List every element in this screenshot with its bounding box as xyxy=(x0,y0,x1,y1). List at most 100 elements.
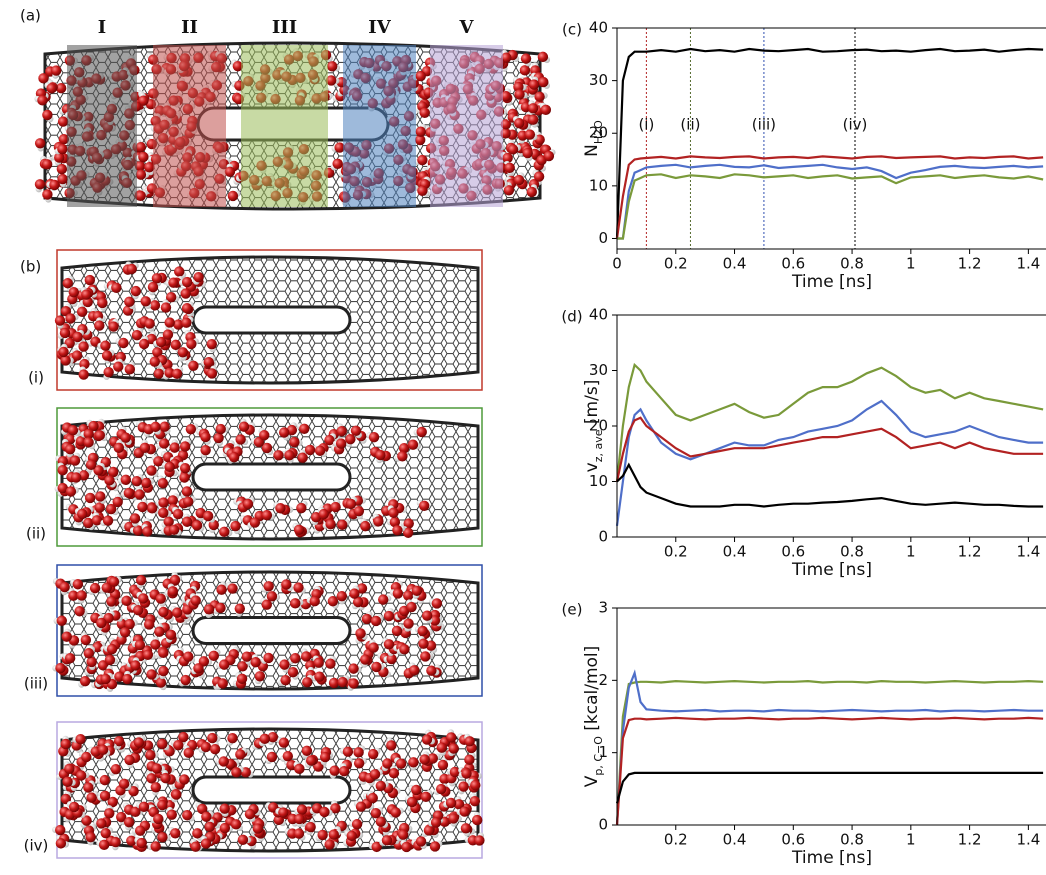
oxygen xyxy=(174,266,185,277)
chart: (c) 0 10 20 30 40 0 0.2 0.4 0.6 0.8 1 1.2 1.4 Time [ns… xyxy=(562,19,1046,292)
oxygen xyxy=(75,734,86,745)
oxygen xyxy=(369,769,381,780)
oxygen xyxy=(186,338,197,350)
oxygen xyxy=(206,368,218,379)
oxygen xyxy=(110,763,122,775)
oxygen xyxy=(62,278,73,289)
oxygen xyxy=(259,430,270,441)
oxygen xyxy=(144,318,155,329)
oxygen xyxy=(281,579,292,590)
oxygen xyxy=(273,450,284,461)
oxygen xyxy=(314,445,326,456)
oxygen xyxy=(72,331,83,343)
oxygen xyxy=(279,659,290,670)
oxygen xyxy=(179,774,190,785)
oxygen xyxy=(317,829,328,841)
x-tick-label: 0.8 xyxy=(840,543,864,561)
oxygen xyxy=(528,79,540,90)
oxygen xyxy=(302,676,313,688)
oxygen xyxy=(330,803,341,814)
x-tick-label: 1 xyxy=(906,543,916,561)
oxygen xyxy=(67,425,79,436)
oxygen xyxy=(353,747,364,758)
x-tick-label: 1.4 xyxy=(1016,255,1040,273)
x-tick-label: 0.6 xyxy=(781,255,805,273)
oxygen xyxy=(353,758,365,769)
x-axis-label: Time [ns] xyxy=(791,560,872,580)
oxygen xyxy=(461,768,472,779)
oxygen xyxy=(65,313,76,324)
oxygen xyxy=(351,819,363,830)
oxygen xyxy=(415,126,426,137)
oxygen xyxy=(293,582,304,593)
oxygen xyxy=(56,615,67,626)
oxygen xyxy=(181,303,193,314)
oxygen xyxy=(190,841,201,852)
oxygen xyxy=(429,841,441,852)
y-tick-label: 20 xyxy=(589,417,608,435)
oxygen xyxy=(350,425,362,436)
x-tick-label: 0.2 xyxy=(664,255,688,273)
oxygen xyxy=(131,330,143,341)
oxygen xyxy=(290,598,301,609)
oxygen xyxy=(135,575,147,586)
region-band xyxy=(241,45,328,207)
y-axis-label-part: p, C−O xyxy=(592,736,605,776)
slot xyxy=(191,775,352,805)
marker-label: (i) xyxy=(638,116,654,134)
oxygen xyxy=(124,754,135,766)
oxygen xyxy=(144,162,155,173)
oxygen xyxy=(520,53,532,64)
oxygen xyxy=(83,428,94,440)
oxygen xyxy=(355,628,366,639)
oxygen xyxy=(522,147,533,159)
oxygen xyxy=(193,271,204,283)
oxygen xyxy=(123,487,135,499)
oxygen xyxy=(282,750,294,762)
oxygen xyxy=(100,673,111,685)
oxygen xyxy=(89,582,101,594)
oxygen xyxy=(54,152,65,163)
y-axis-label-part: [kcal/mol] xyxy=(582,646,602,736)
oxygen xyxy=(56,163,68,175)
oxygen xyxy=(46,83,57,94)
oxygen xyxy=(259,733,271,745)
oxygen xyxy=(99,790,111,802)
oxygen xyxy=(138,151,149,163)
oxygen xyxy=(68,801,80,813)
oxygen xyxy=(224,166,236,177)
oxygen xyxy=(171,789,182,800)
oxygen xyxy=(152,347,163,358)
oxygen xyxy=(504,162,515,174)
oxygen xyxy=(62,776,73,787)
oxygen xyxy=(417,625,428,637)
oxygen xyxy=(183,747,194,759)
series-line xyxy=(615,399,1044,527)
oxygen xyxy=(64,443,76,455)
oxygen xyxy=(356,583,368,594)
oxygen xyxy=(301,651,312,662)
oxygen xyxy=(403,527,414,538)
oxygen xyxy=(527,103,539,114)
oxygen xyxy=(166,809,177,820)
oxygen xyxy=(158,507,169,519)
oxygen xyxy=(139,442,151,454)
oxygen xyxy=(138,95,149,106)
oxygen xyxy=(395,758,407,769)
oxygen xyxy=(155,593,167,604)
oxygen xyxy=(121,595,132,607)
oxygen xyxy=(94,502,105,513)
oxygen xyxy=(538,76,549,88)
snapshot-label: (i) xyxy=(28,369,44,387)
oxygen xyxy=(130,806,141,817)
oxygen xyxy=(164,317,175,328)
snapshot-label: (iii) xyxy=(24,675,48,693)
oxygen xyxy=(203,356,214,368)
oxygen xyxy=(389,516,401,528)
oxygen xyxy=(140,477,152,489)
oxygen xyxy=(284,450,295,461)
oxygen xyxy=(159,421,170,432)
oxygen xyxy=(336,591,348,602)
oxygen xyxy=(207,732,218,744)
oxygen xyxy=(124,296,135,308)
